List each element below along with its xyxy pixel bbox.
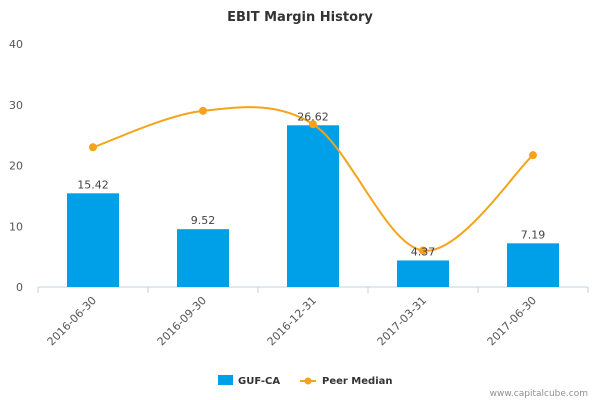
bar-value-label: 26.62 xyxy=(297,110,329,123)
peer-median-point xyxy=(199,106,207,115)
y-tick-label: 0 xyxy=(16,281,23,294)
x-category-label: 2016-12-31 xyxy=(265,294,319,348)
x-axis: 2016-06-30 2016-09-30 2016-12-31 2017-03-31… xyxy=(37,287,589,348)
peer-median-point xyxy=(89,143,97,152)
peer-median-line xyxy=(92,106,534,252)
legend-label-bar: GUF-CA xyxy=(238,376,280,387)
line-series xyxy=(89,106,537,255)
legend-swatch-bar xyxy=(218,375,233,385)
bar xyxy=(287,125,339,287)
bar xyxy=(177,229,229,287)
bar xyxy=(507,243,559,287)
legend-label-line: Peer Median xyxy=(322,376,393,387)
y-axis: 0 10 20 30 40 xyxy=(9,38,23,294)
peer-median-point xyxy=(419,246,427,255)
bar-value-label: 4.37 xyxy=(411,245,436,258)
bar-value-label: 15.42 xyxy=(77,178,109,191)
y-tick-label: 30 xyxy=(9,99,23,112)
data-labels: 15.42 9.52 26.62 4.37 7.19 xyxy=(77,110,545,258)
legend[interactable]: GUF-CA Peer Median xyxy=(218,375,393,387)
bar xyxy=(397,260,449,287)
y-tick-label: 20 xyxy=(9,160,23,173)
bar-value-label: 7.19 xyxy=(521,228,546,241)
credit-text: www.capitalcube.com xyxy=(490,389,588,399)
bar-series xyxy=(67,125,559,287)
y-tick-label: 10 xyxy=(9,220,23,233)
chart-title: EBIT Margin History xyxy=(227,10,373,25)
x-category-label: 2017-03-31 xyxy=(375,294,429,348)
bar xyxy=(67,193,119,287)
x-category-label: 2016-06-30 xyxy=(45,294,99,348)
x-category-label: 2016-09-30 xyxy=(155,294,209,348)
bar-value-label: 9.52 xyxy=(191,214,216,227)
x-category-label: 2017-06-30 xyxy=(485,294,539,348)
peer-median-point xyxy=(529,151,537,160)
y-tick-label: 40 xyxy=(9,38,23,51)
peer-median-point xyxy=(309,120,317,129)
legend-marker-line xyxy=(304,377,312,385)
